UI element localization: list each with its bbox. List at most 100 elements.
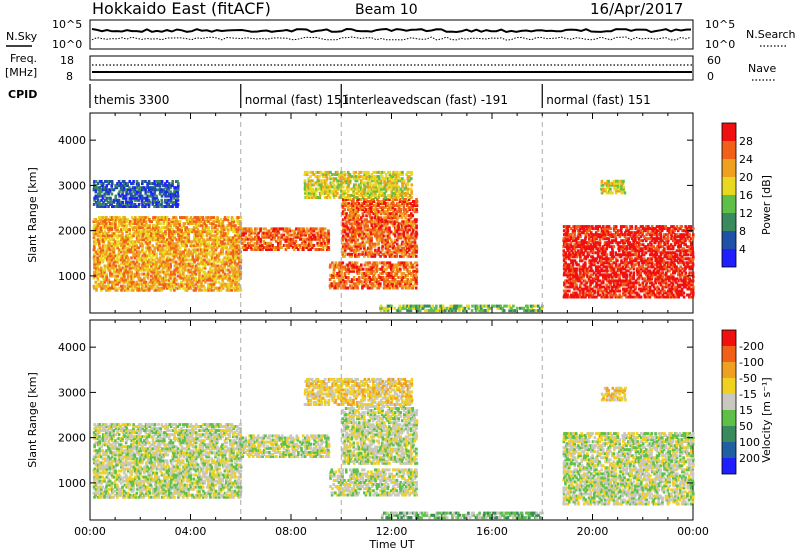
echo-cell — [119, 278, 123, 282]
echo-cell — [169, 236, 172, 240]
echo-cell — [171, 194, 174, 198]
echo-cell — [566, 273, 570, 277]
echo-cell — [150, 270, 153, 274]
nsky-trace — [91, 27, 692, 34]
echo-cell — [402, 242, 406, 246]
echo-cell — [311, 179, 314, 183]
echo-cell — [164, 194, 167, 198]
echo-cell — [137, 282, 141, 286]
echo-cell — [235, 274, 239, 278]
echo-cell — [275, 233, 278, 237]
echo-cell — [384, 220, 388, 224]
echo-cell — [401, 185, 404, 189]
echo-cell — [323, 189, 327, 193]
echo-cell — [112, 216, 116, 220]
echo-cell — [329, 286, 332, 290]
echo-cell — [573, 259, 577, 263]
echo-cell — [386, 185, 390, 189]
echo-cell — [187, 218, 191, 222]
echo-cell — [237, 274, 241, 278]
echo-cell — [173, 272, 177, 276]
echo-cell — [214, 252, 218, 256]
echo-cell — [237, 258, 241, 262]
echo-cell — [158, 236, 162, 240]
echo-cell — [165, 198, 169, 202]
echo-cell — [575, 275, 578, 279]
echo-cell — [110, 186, 114, 190]
echo-cell — [413, 250, 417, 254]
echo-cell — [132, 180, 135, 183]
echo-cell — [199, 256, 203, 260]
echo-cell — [105, 222, 108, 226]
echo-cell — [135, 205, 139, 208]
echo-cell — [366, 226, 370, 230]
echo-cell — [400, 278, 404, 282]
echo-cell — [355, 228, 359, 232]
echo-cell — [320, 185, 323, 189]
echo-cell — [116, 234, 119, 238]
echo-cell — [568, 233, 571, 237]
echo-cell — [112, 282, 116, 286]
echo-cell — [406, 220, 410, 224]
echo-cell — [400, 271, 404, 275]
echo-cell — [98, 218, 102, 222]
echo-cell — [114, 260, 118, 264]
echo-cell — [358, 265, 361, 269]
echo-cell — [148, 238, 151, 242]
echo-cell — [149, 258, 153, 262]
echo-cell — [192, 284, 196, 288]
echo-cell — [571, 267, 575, 271]
echo-cell — [365, 177, 368, 181]
echo-cell — [153, 200, 157, 204]
echo-cell — [368, 234, 371, 238]
echo-cell — [217, 220, 221, 224]
echo-cell — [153, 180, 156, 183]
echo-cell — [149, 186, 153, 190]
echo-cell — [171, 180, 174, 183]
echo-cell — [573, 273, 577, 277]
echo-cell — [428, 304, 431, 308]
echo-cell — [378, 191, 381, 195]
echo-cell — [123, 226, 126, 230]
echo-cell — [153, 268, 156, 272]
echo-cell — [98, 232, 102, 236]
echo-cell — [110, 226, 114, 230]
echo-cell — [101, 286, 105, 290]
echo-cell — [97, 188, 101, 192]
echo-cell — [157, 234, 160, 238]
echo-cell — [224, 282, 228, 286]
echo-cell — [227, 238, 230, 242]
echo-cell — [370, 278, 373, 282]
echo-cell — [216, 232, 219, 236]
echo-cell — [132, 284, 135, 288]
echo-cell — [388, 228, 391, 232]
echo-cell — [176, 190, 179, 194]
echo-cell — [409, 187, 413, 191]
nave-label: Nave — [748, 62, 776, 75]
echo-cell — [190, 220, 194, 224]
echo-cell — [195, 286, 198, 290]
echo-cell — [341, 224, 345, 228]
echo-cell — [393, 278, 397, 282]
echo-cell — [327, 170, 331, 174]
echo-cell — [343, 200, 347, 203]
echo-cell — [280, 233, 283, 237]
echo-cell — [183, 258, 187, 262]
echo-cell — [402, 246, 405, 250]
echo-cell — [325, 248, 329, 251]
echo-cell — [125, 248, 128, 252]
echo-cell — [361, 240, 365, 244]
echo-cell — [114, 282, 118, 286]
echo-cell — [370, 250, 374, 254]
echo-cell — [582, 245, 585, 249]
echo-cell — [137, 198, 141, 202]
echo-cell — [373, 254, 377, 258]
echo-cell — [343, 246, 347, 250]
echo-cell — [173, 244, 176, 248]
echo-cell — [150, 220, 153, 224]
echo-cell — [112, 256, 115, 260]
echo-cell — [187, 238, 191, 242]
echo-cell — [198, 232, 201, 236]
echo-cell — [395, 228, 399, 232]
nsearch-label: N.Search — [746, 28, 796, 41]
